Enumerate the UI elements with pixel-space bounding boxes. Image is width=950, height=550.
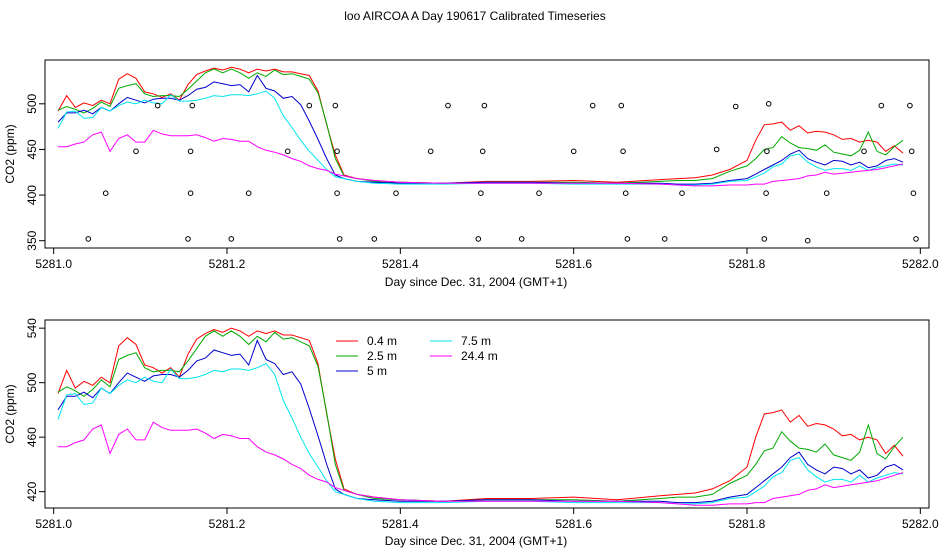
data-point [861, 148, 867, 155]
data-point [732, 103, 739, 110]
data-point [102, 190, 109, 196]
data-point [475, 236, 482, 242]
data-point [620, 148, 626, 155]
data-point [823, 190, 830, 196]
top-x-axis-label: Day since Dec. 31, 2004 (GMT+1) [385, 275, 567, 289]
data-point [910, 190, 917, 196]
data-point [679, 190, 685, 196]
top-panel: Day since Dec. 31, 2004 (GMT+1) CO2 (ppm… [3, 59, 939, 289]
x-tick-label: 5281.8 [729, 257, 766, 271]
y-tick-label: 540 [25, 318, 39, 338]
series-line-5-m [57, 74, 904, 185]
data-point [187, 190, 194, 196]
data-point [445, 102, 451, 109]
x-tick-label: 5281.4 [382, 517, 419, 531]
data-point [765, 101, 772, 107]
data-point [908, 148, 915, 155]
bottom-plot-frame [44, 319, 930, 509]
series-line-0-4-m [57, 327, 904, 502]
x-tick-label: 5282.0 [902, 257, 939, 271]
data-point [334, 190, 340, 196]
x-tick-label: 5281.2 [209, 517, 246, 531]
data-point [763, 190, 769, 196]
data-point [245, 190, 252, 196]
data-point [479, 148, 486, 155]
bottom-x-axis-label: Day since Dec. 31, 2004 (GMT+1) [385, 534, 567, 548]
data-point [761, 236, 768, 242]
x-tick-label: 5282.0 [902, 517, 939, 531]
data-point [661, 236, 668, 242]
data-point [228, 236, 235, 242]
bottom-panel: Day since Dec. 31, 2004 (GMT+1) CO2 (ppm… [3, 318, 939, 548]
data-point [624, 236, 631, 242]
x-tick-label: 5281.6 [555, 517, 592, 531]
top-y-axis-label: CO2 (ppm) [3, 124, 17, 183]
data-point [427, 148, 434, 155]
legend-label-5m: 5 m [367, 364, 387, 378]
data-point [804, 237, 811, 244]
y-tick-label: 400 [25, 185, 39, 205]
data-point [187, 148, 194, 155]
data-point [618, 102, 625, 109]
data-point [536, 190, 542, 196]
data-point [393, 190, 399, 196]
x-tick-label: 5281.0 [35, 257, 72, 271]
data-point [306, 102, 313, 109]
data-point [284, 148, 291, 155]
data-point [371, 236, 378, 242]
y-tick-label: 450 [25, 139, 39, 159]
data-point [336, 236, 343, 242]
data-point [332, 102, 339, 109]
legend-label-2-5m: 2.5 m [367, 349, 397, 363]
data-point [878, 102, 885, 109]
data-point [185, 236, 191, 242]
data-point [189, 102, 196, 109]
series-line-2-5-m [57, 330, 904, 502]
legend-label-0-4m: 0.4 m [367, 334, 397, 348]
legend: 0.4 m 2.5 m 5 m 7.5 m 24.4 m [336, 334, 498, 378]
data-point [334, 148, 340, 155]
series-line-7-5-m [57, 90, 904, 186]
y-tick-label: 500 [25, 372, 39, 392]
x-tick-label: 5281.8 [729, 517, 766, 531]
x-tick-label: 5281.2 [209, 257, 246, 271]
top-plot-frame [44, 59, 930, 249]
data-point [764, 148, 770, 155]
x-tick-label: 5281.0 [35, 517, 72, 531]
series-line-2-5-m [57, 68, 904, 184]
data-point [589, 102, 596, 109]
data-point [570, 148, 577, 155]
y-tick-label: 420 [25, 481, 39, 501]
data-point [481, 102, 488, 109]
data-point [133, 148, 139, 155]
legend-label-7-5m: 7.5 m [461, 334, 491, 348]
data-point [478, 190, 484, 196]
data-point [907, 102, 913, 109]
series-line-0-4-m [57, 66, 904, 184]
series-line-7-5-m [57, 362, 904, 505]
series-line-24-4-m [58, 129, 904, 187]
x-tick-label: 5281.4 [382, 257, 419, 271]
chart-title: loo AIRCOA A Day 190617 Calibrated Times… [344, 9, 605, 23]
data-point [713, 146, 720, 153]
x-tick-label: 5281.6 [555, 257, 592, 271]
y-tick-label: 500 [25, 93, 39, 113]
y-tick-label: 350 [25, 230, 39, 250]
data-point [913, 236, 919, 242]
y-tick-label: 460 [25, 427, 39, 447]
legend-label-24-4m: 24.4 m [461, 349, 498, 363]
data-point [518, 236, 525, 242]
series-line-24-4-m [58, 421, 904, 506]
data-point [154, 102, 161, 109]
data-point [85, 236, 92, 242]
data-point [622, 190, 629, 196]
series-line-5-m [57, 339, 904, 504]
bottom-y-axis-label: CO2 (ppm) [3, 384, 17, 443]
